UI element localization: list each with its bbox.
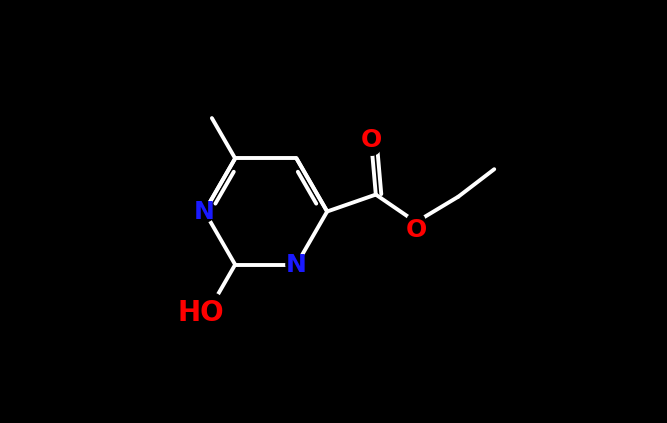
- Circle shape: [200, 293, 223, 317]
- Text: N: N: [286, 253, 307, 277]
- Text: O: O: [406, 218, 428, 242]
- Text: O: O: [361, 128, 382, 151]
- Circle shape: [362, 137, 381, 155]
- Text: HO: HO: [178, 299, 225, 327]
- Circle shape: [286, 254, 307, 275]
- Text: N: N: [194, 200, 215, 223]
- Circle shape: [407, 213, 426, 231]
- Circle shape: [194, 201, 215, 222]
